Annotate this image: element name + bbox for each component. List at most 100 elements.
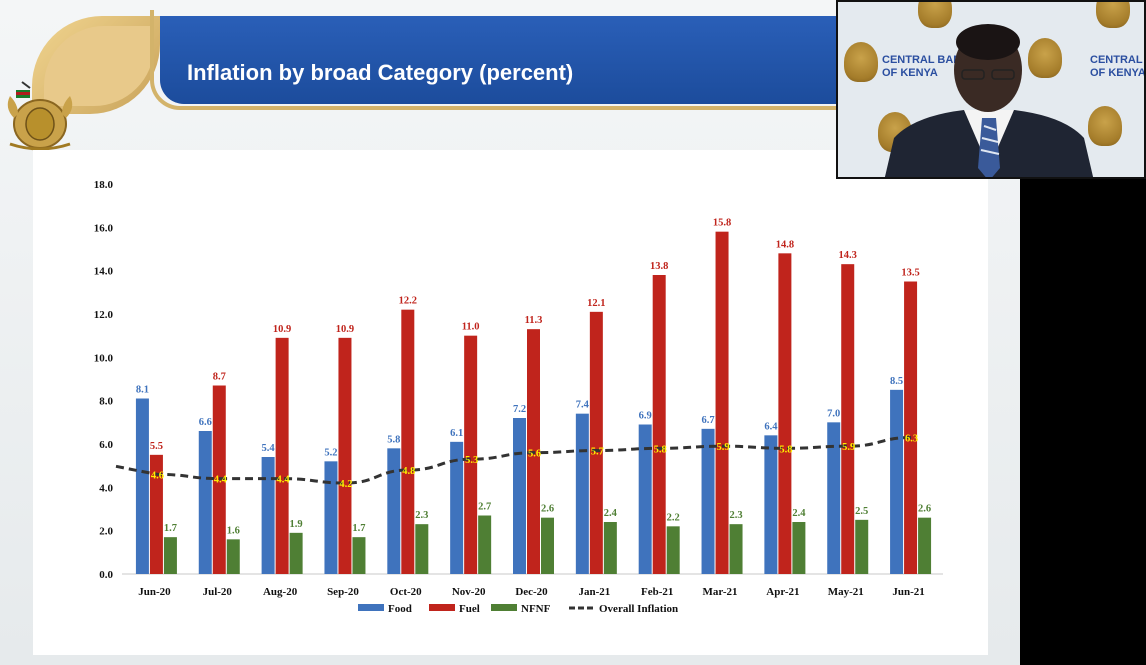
legend-swatch-fuel <box>429 604 455 611</box>
food-bar <box>764 435 778 574</box>
nfnf-data-label: 2.7 <box>478 502 491 513</box>
x-tick-label: May-21 <box>828 586 864 598</box>
nfnf-bar <box>289 532 303 574</box>
food-bar <box>135 398 149 574</box>
nfnf-data-label: 2.6 <box>918 504 931 515</box>
food-data-label: 5.2 <box>324 447 337 458</box>
overall-inflation-data-label: 5.9 <box>842 442 855 453</box>
x-tick-label: Jun-20 <box>138 586 171 598</box>
fuel-data-label: 12.1 <box>587 298 605 309</box>
food-data-label: 5.4 <box>262 443 276 454</box>
y-tick-label: 2.0 <box>99 526 113 538</box>
overall-inflation-data-label: 5.7 <box>591 447 604 458</box>
fuel-bar <box>778 253 792 574</box>
y-tick-label: 18.0 <box>94 179 114 191</box>
backdrop-crest-icon <box>918 2 952 28</box>
food-bar <box>261 457 275 574</box>
fuel-bar <box>275 337 289 574</box>
fuel-bar <box>464 335 478 574</box>
food-bar <box>701 428 715 574</box>
chart-legend: Food Fuel NFNF Overall Inflation <box>358 603 678 615</box>
overall-inflation-line <box>115 436 912 485</box>
x-axis-tick-labels: Jun-20 Jul-20 Aug-20 Sep-20 Oct-20 Nov-20 Dec-… <box>138 586 925 598</box>
food-data-label: 6.6 <box>199 417 212 428</box>
fuel-bar <box>589 311 603 574</box>
inflation-chart: 0.0 2.0 4.0 6.0 8.0 10.0 12.0 14.0 16.0 18.0 8.1 5… <box>94 179 943 615</box>
fuel-data-label: 5.5 <box>150 441 163 452</box>
nfnf-bar <box>415 524 429 574</box>
fuel-bar <box>401 309 415 574</box>
fuel-data-label: 11.3 <box>525 315 543 326</box>
nfnf-bar <box>226 539 240 574</box>
food-bar <box>827 422 841 574</box>
fuel-data-label: 13.5 <box>901 268 919 279</box>
y-tick-label: 0.0 <box>99 569 113 581</box>
y-axis-tick-labels: 0.0 2.0 4.0 6.0 8.0 10.0 12.0 14.0 16.0 18.0 <box>94 179 114 581</box>
slide-title: Inflation by broad Category (percent) <box>187 60 574 85</box>
legend-label: Overall Inflation <box>599 603 678 615</box>
nfnf-data-label: 1.7 <box>164 523 177 534</box>
fuel-data-label: 14.3 <box>839 250 857 261</box>
y-tick-label: 14.0 <box>94 266 114 278</box>
nfnf-data-label: 2.5 <box>855 506 868 517</box>
overall-inflation-data-label: 4.4 <box>214 475 228 486</box>
legend-swatch-food <box>358 604 384 611</box>
x-tick-label: Apr-21 <box>766 586 799 598</box>
food-bar <box>638 424 652 574</box>
food-data-label: 6.1 <box>450 428 463 439</box>
legend-label: Fuel <box>459 603 480 615</box>
overall-inflation-data-label: 4.4 <box>277 475 291 486</box>
fuel-data-label: 10.9 <box>336 324 354 335</box>
nfnf-data-label: 1.6 <box>227 525 240 536</box>
food-bar <box>198 431 212 574</box>
nfnf-bar <box>352 537 366 574</box>
nfnf-bar <box>855 519 869 574</box>
food-bar <box>324 461 338 574</box>
backdrop-crest-icon <box>1028 38 1062 78</box>
x-tick-label: Mar-21 <box>703 586 738 598</box>
coat-of-arms-logo <box>7 81 73 151</box>
fuel-bar <box>338 337 352 574</box>
legend-label: Food <box>388 603 412 615</box>
food-data-label: 7.0 <box>827 408 840 419</box>
fuel-data-label: 10.9 <box>273 324 291 335</box>
nfnf-data-label: 2.3 <box>729 510 742 521</box>
nfnf-bar <box>541 517 554 574</box>
nfnf-bar <box>478 515 492 574</box>
nfnf-bar <box>918 517 932 574</box>
nfnf-data-label: 2.6 <box>541 504 554 515</box>
overall-inflation-data-label: 4.6 <box>151 470 164 481</box>
food-data-label: 6.9 <box>639 411 652 422</box>
fuel-bar <box>715 231 729 574</box>
x-tick-label: Sep-20 <box>327 586 359 598</box>
x-tick-label: Aug-20 <box>263 586 298 598</box>
bar-data-labels: 8.1 5.5 1.7 6.6 8.7 1.6 5.4 10.9 1.9 5.2 10.9 1.7 5.… <box>136 218 931 537</box>
title-banner-gold-border <box>150 10 860 110</box>
legend-swatch-nfnf <box>491 604 517 611</box>
presenter-video-feed: CENTRAL BANK OF KENYA CENTRAL BAN OF KEN… <box>836 0 1146 179</box>
x-tick-label: Jan-21 <box>578 586 610 598</box>
overall-inflation-data-label: 4.2 <box>339 479 352 490</box>
nfnf-bar <box>729 524 743 574</box>
food-data-label: 7.4 <box>576 400 590 411</box>
x-tick-label: Jul-20 <box>203 586 233 598</box>
backdrop-text-right: CENTRAL BAN OF KENYA <box>1090 54 1146 79</box>
fuel-bar <box>904 281 918 574</box>
overall-inflation-data-label: 5.8 <box>654 444 667 455</box>
nfnf-bar <box>163 537 177 574</box>
backdrop-crest-icon <box>1088 106 1122 146</box>
fuel-data-label: 13.8 <box>650 261 668 272</box>
overall-inflation-data-label: 5.3 <box>465 455 478 466</box>
y-tick-label: 6.0 <box>99 439 113 451</box>
x-tick-label: Nov-20 <box>452 586 486 598</box>
y-tick-label: 10.0 <box>94 352 114 364</box>
nfnf-data-label: 2.4 <box>604 508 618 519</box>
food-data-label: 8.5 <box>890 376 903 387</box>
food-bar <box>450 441 464 574</box>
food-data-label: 7.2 <box>513 404 526 415</box>
nfnf-bar <box>603 522 617 574</box>
backdrop-crest-icon <box>844 42 878 82</box>
x-tick-label: Oct-20 <box>390 586 422 598</box>
food-bar <box>575 413 589 574</box>
